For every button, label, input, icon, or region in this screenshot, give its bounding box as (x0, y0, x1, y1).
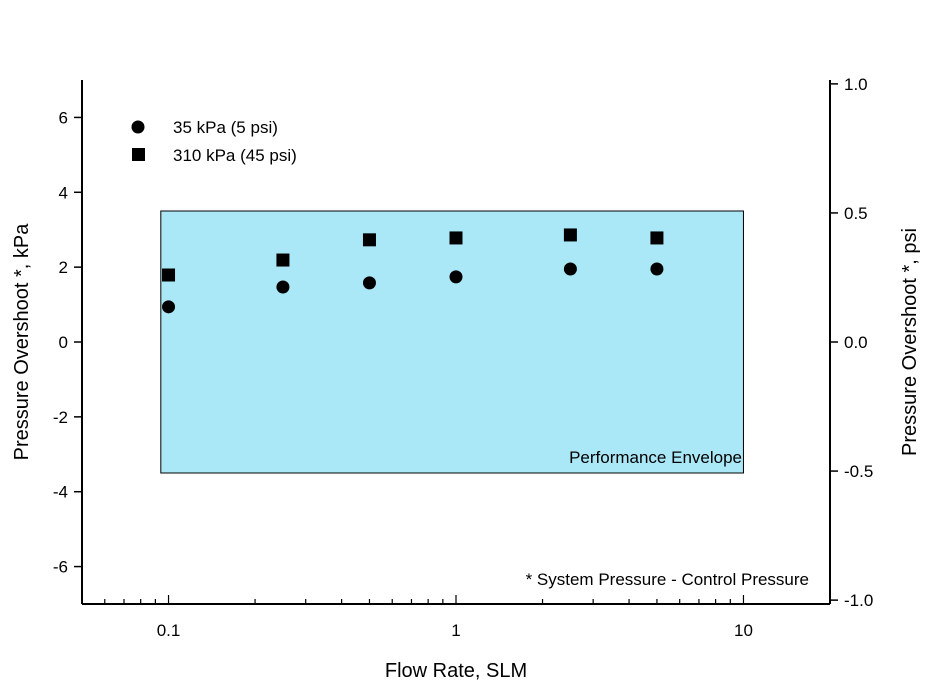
data-point-square (276, 253, 290, 267)
legend-label-1: 310 kPa (45 psi) (173, 146, 297, 165)
y-right-axis-label: Pressure Overshoot *, psi (899, 228, 921, 456)
y-tick-label: 2 (59, 258, 68, 277)
legend-marker-circle (131, 120, 145, 134)
data-point-circle (563, 262, 577, 276)
data-point-square (650, 231, 664, 245)
y-tick-label: 4 (59, 183, 68, 202)
y-right-tick-label: 0.5 (844, 204, 868, 223)
data-point-square (449, 231, 463, 245)
x-axis-label: Flow Rate, SLM (385, 660, 527, 682)
y-right-tick-label: -1.0 (844, 591, 873, 610)
y-right-tick-label: 0.0 (844, 333, 868, 352)
y-right-tick-label: 1.0 (844, 75, 868, 94)
data-point-circle (276, 280, 290, 294)
legend-label-0: 35 kPa (5 psi) (173, 118, 278, 137)
data-point-square (162, 268, 176, 282)
envelope-label: Performance Envelope (569, 448, 742, 467)
data-point-circle (362, 276, 376, 290)
x-tick-label: 10 (734, 621, 753, 640)
y-tick-label: -6 (53, 558, 68, 577)
data-point-square (563, 228, 577, 242)
footnote: * System Pressure - Control Pressure (526, 570, 809, 589)
data-point-square (362, 233, 376, 247)
x-tick-label: 1 (451, 621, 460, 640)
legend: 35 kPa (5 psi) 310 kPa (45 psi) (131, 118, 297, 165)
y-tick-label: -4 (53, 483, 68, 502)
y-tick-label: 0 (59, 333, 68, 352)
x-tick-label: 0.1 (157, 621, 181, 640)
y-right-tick-label: -0.5 (844, 462, 873, 481)
performance-envelope (160, 210, 744, 474)
legend-marker-square (132, 148, 145, 161)
data-point-circle (650, 262, 664, 276)
data-point-circle (449, 270, 463, 284)
y-tick-label: 6 (59, 108, 68, 127)
y-tick-label: -2 (53, 408, 68, 427)
data-point-circle (162, 300, 176, 314)
y-axis-label: Pressure Overshoot *, kPa (11, 223, 33, 461)
